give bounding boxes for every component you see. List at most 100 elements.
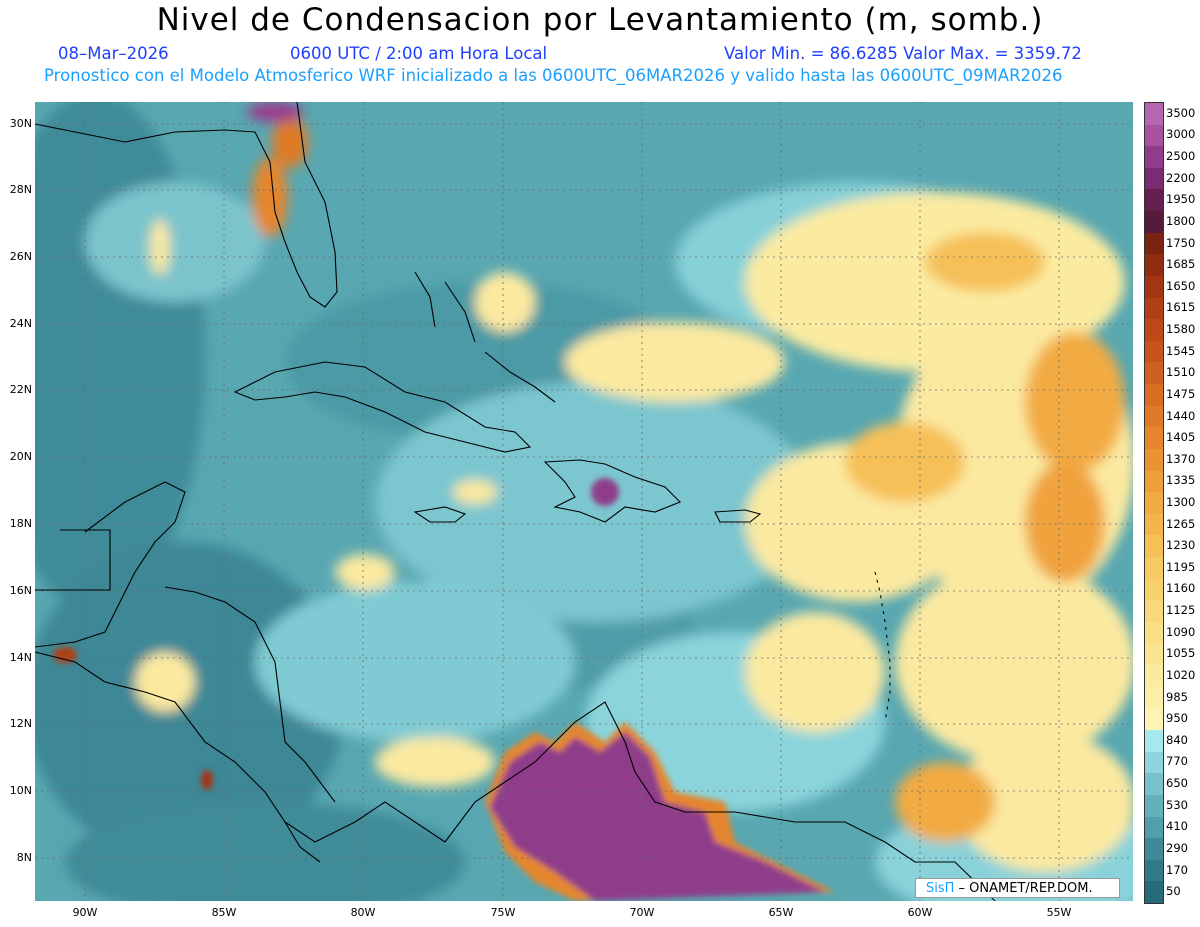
colorbar-segment: [1145, 492, 1163, 515]
colorbar-label: 1510: [1166, 365, 1196, 380]
lon-label: 85W: [211, 906, 237, 919]
coastlines: [35, 102, 996, 901]
colorbar-label: 985: [1166, 689, 1188, 704]
colorbar-label: 1800: [1166, 213, 1196, 228]
colorbar-label: 1300: [1166, 495, 1196, 509]
colorbar-label: 1020: [1166, 667, 1196, 682]
lat-label: 14N: [9, 651, 32, 664]
colorbar-segment: [1145, 448, 1163, 472]
forecast-time: 0600 UTC / 2:00 am Hora Local: [290, 44, 548, 63]
colorbar-segment: [1145, 362, 1163, 385]
colorbar-segment: [1145, 232, 1163, 255]
colorbar-label: 1545: [1166, 343, 1196, 358]
colorbar-label: 1650: [1166, 278, 1196, 293]
colorbar-segment: [1145, 730, 1163, 753]
colorbar-segment: [1145, 340, 1163, 363]
colorbar: [1144, 102, 1164, 904]
lat-label: 12N: [9, 717, 32, 730]
colorbar-segment: [1145, 881, 1163, 904]
colorbar-segment: [1145, 470, 1163, 493]
colorbar-label: 290: [1166, 840, 1188, 855]
graticule: [35, 102, 1133, 901]
forecast-date: 08–Mar–2026: [58, 44, 169, 63]
map-panel: [35, 102, 1133, 901]
lat-label: 18N: [9, 517, 32, 530]
colorbar-label: 1160: [1166, 581, 1196, 596]
colorbar-segment: [1145, 708, 1163, 731]
colorbar-segment: [1145, 319, 1163, 342]
lon-label: 75W: [490, 906, 516, 919]
lat-label: 10N: [9, 784, 32, 797]
colorbar-label: 3000: [1166, 127, 1196, 142]
colorbar-segment: [1145, 146, 1163, 169]
lat-label: 24N: [9, 317, 32, 330]
colorbar-label: 1440: [1166, 408, 1196, 423]
map-canvas: [35, 102, 1133, 901]
colorbar-label: 840: [1166, 732, 1188, 747]
lon-label: 60W: [907, 906, 933, 919]
lon-label: 90W: [72, 906, 98, 919]
credit-brand: SisΠ: [926, 881, 955, 896]
colorbar-segment: [1145, 103, 1163, 126]
colorbar-segment: [1145, 535, 1163, 558]
colorbar-label: 1475: [1166, 386, 1196, 401]
colorbar-segment: [1145, 643, 1163, 666]
colorbar-label: 1195: [1166, 559, 1196, 574]
lat-label: 20N: [9, 450, 32, 463]
colorbar-segment: [1145, 794, 1163, 817]
colorbar-label: 1370: [1166, 451, 1196, 466]
colorbar-label: 3500: [1166, 105, 1196, 120]
lat-label: 26N: [9, 250, 32, 263]
min-max-values: Valor Min. = 86.6285 Valor Max. = 3359.7…: [724, 44, 1082, 63]
colorbar-label: 1405: [1166, 430, 1196, 445]
lat-label: 8N: [16, 851, 32, 864]
colorbar-segment: [1145, 275, 1163, 299]
colorbar-segment: [1145, 167, 1163, 190]
colorbar-segment: [1145, 384, 1163, 407]
colorbar-segment: [1145, 751, 1163, 774]
colorbar-label: 170: [1166, 862, 1188, 877]
map-title: Nivel de Condensacion por Levantamiento …: [156, 2, 1044, 38]
colorbar-label: 1615: [1166, 300, 1196, 315]
colorbar-segment: [1145, 297, 1163, 320]
colorbar-segment: [1145, 189, 1163, 212]
colorbar-segment: [1145, 686, 1163, 709]
colorbar-segment: [1145, 513, 1163, 536]
lon-label: 70W: [629, 906, 655, 919]
colorbar-label: 1580: [1166, 322, 1196, 337]
colorbar-label: 530: [1166, 797, 1188, 812]
lat-label: 22N: [9, 383, 32, 396]
colorbar-label: 1750: [1166, 235, 1196, 250]
colorbar-label: 770: [1166, 754, 1188, 769]
lon-label: 80W: [350, 906, 376, 919]
colorbar-segment: [1145, 665, 1163, 688]
colorbar-label: 950: [1166, 711, 1188, 726]
colorbar-label: 1335: [1166, 473, 1196, 488]
colorbar-label: 1685: [1166, 257, 1196, 272]
lon-label: 65W: [768, 906, 794, 919]
colorbar-label: 410: [1166, 819, 1188, 834]
colorbar-segment: [1145, 578, 1163, 601]
colorbar-segment: [1145, 816, 1163, 839]
colorbar-segment: [1145, 838, 1163, 861]
colorbar-label: 2500: [1166, 149, 1196, 164]
colorbar-segment: [1145, 124, 1163, 147]
colorbar-segment: [1145, 211, 1163, 234]
model-description: Pronostico con el Modelo Atmosferico WRF…: [44, 66, 1063, 85]
lon-label: 55W: [1046, 906, 1072, 919]
lat-label: 16N: [9, 584, 32, 597]
colorbar-label: 50: [1166, 884, 1181, 899]
colorbar-label: 650: [1166, 776, 1188, 791]
colorbar-segment: [1145, 621, 1163, 645]
colorbar-segment: [1145, 773, 1163, 796]
colorbar-label: 1230: [1166, 538, 1196, 553]
colorbar-segment: [1145, 427, 1163, 450]
field-high-lcl: [53, 478, 835, 901]
colorbar-label: 1125: [1166, 603, 1196, 618]
colorbar-segment: [1145, 405, 1163, 428]
colorbar-segment: [1145, 600, 1163, 623]
colorbar-segment: [1145, 557, 1163, 580]
colorbar-label: 1950: [1166, 192, 1196, 207]
credit-org: – ONAMET/REP.DOM.: [954, 881, 1093, 896]
colorbar-segment: [1145, 254, 1163, 277]
